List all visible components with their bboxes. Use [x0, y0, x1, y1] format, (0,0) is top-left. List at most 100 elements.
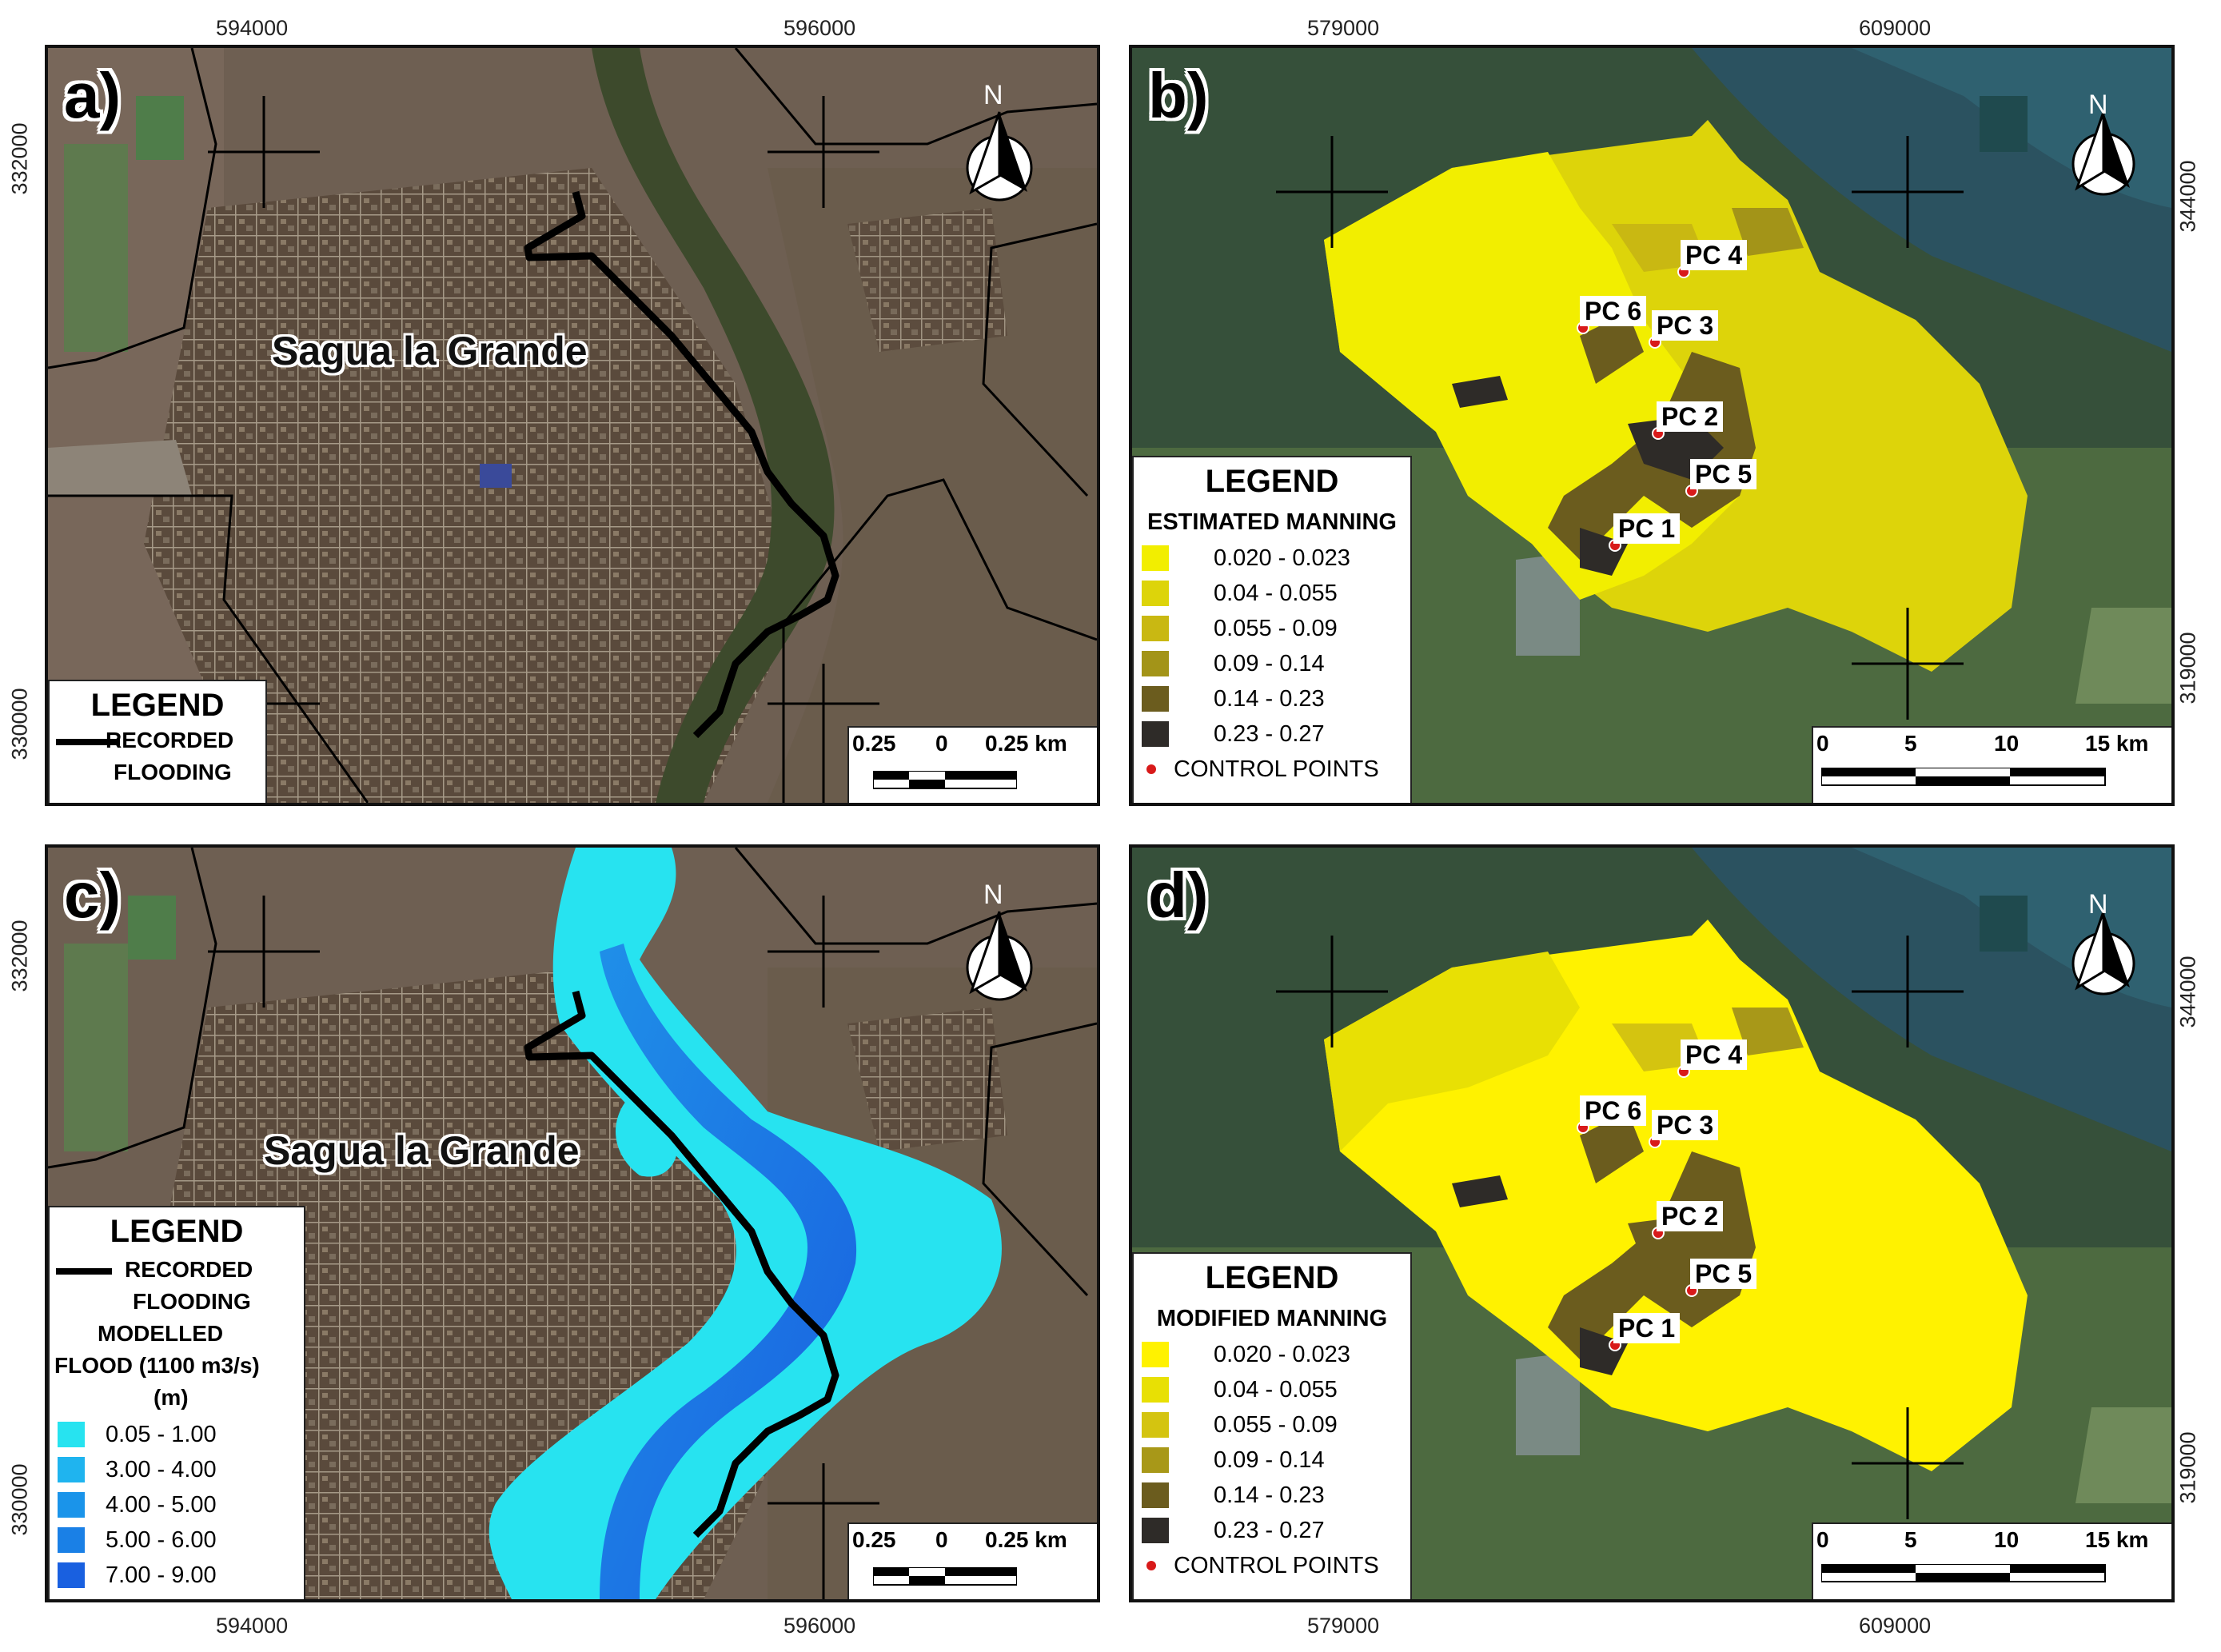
- scale-a-mid: 0: [935, 731, 948, 756]
- tick-top-579000: 579000: [1307, 16, 1380, 40]
- legend-class-label: 0.055 - 0.09: [1214, 1412, 1338, 1438]
- legend-swatch: [1142, 1447, 1169, 1473]
- legend-class-row: 0.14 - 0.23: [1134, 681, 1410, 716]
- legend-class-label: 0.04 - 0.055: [1214, 581, 1338, 606]
- legend-swatch: [58, 1457, 85, 1482]
- legend-class-row: 0.055 - 0.09: [1134, 1407, 1410, 1443]
- panel-c-map: c) Sagua la Grande N LEGEND RECORDED FLO…: [45, 844, 1100, 1602]
- legend-swatch: [1142, 721, 1169, 747]
- legend-recorded-a: RECORDED: [106, 728, 234, 752]
- town-label-a: Sagua la Grande: [272, 329, 588, 373]
- legend-modelled-c: MODELLED: [98, 1321, 224, 1346]
- legend-flood-discharge-c: FLOOD (1100 m3/s): [54, 1353, 260, 1378]
- legend-swatch: [1142, 1412, 1169, 1438]
- legend-subtitle-d: MODIFIED MANNING: [1156, 1306, 1388, 1331]
- legend-class-label: 4.00 - 5.00: [106, 1492, 217, 1518]
- scale-b-5: 5: [1904, 731, 1917, 756]
- legend-title-d: LEGEND: [1205, 1260, 1339, 1295]
- legend-class-label: 7.00 - 9.00: [106, 1562, 217, 1588]
- legend-class-label: 0.23 - 0.27: [1214, 1518, 1325, 1543]
- scale-a-right: 0.25 km: [985, 731, 1067, 756]
- scale-bar-c: 0.25 0 0.25 km: [847, 1522, 1097, 1599]
- legend-flooding-a: FLOODING: [114, 760, 232, 784]
- pc2-label-d: PC 2: [1657, 1201, 1724, 1231]
- legend-title-c: LEGEND: [110, 1214, 244, 1249]
- legend-swatch: [1142, 651, 1169, 676]
- tick-right-344000-b: 344000: [2175, 160, 2200, 233]
- legend-swatch: [1142, 1518, 1169, 1543]
- legend-class-row: 7.00 - 9.00: [50, 1558, 304, 1593]
- tick-right-344000-d: 344000: [2175, 956, 2200, 1028]
- legend-swatch: [1142, 545, 1169, 571]
- pc3-label-b: PC 3: [1652, 310, 1719, 341]
- tick-left-330000-c: 330000: [7, 1463, 32, 1536]
- tick-bottom-609000: 609000: [1859, 1614, 1932, 1638]
- north-arrow-icon: [966, 111, 1033, 202]
- legend-class-label: 0.14 - 0.23: [1214, 686, 1325, 712]
- scale-d-5: 5: [1904, 1527, 1917, 1552]
- legend-class-row: 4.00 - 5.00: [50, 1487, 304, 1522]
- recorded-line-swatch-c: [56, 1268, 112, 1275]
- legend-class-label: 5.00 - 6.00: [106, 1527, 217, 1553]
- legend-d: LEGEND MODIFIED MANNING 0.020 - 0.023 0.0…: [1132, 1252, 1412, 1599]
- scale-c-mid: 0: [935, 1527, 948, 1552]
- legend-unit-c: (m): [154, 1385, 189, 1410]
- scale-d-15: 15 km: [2085, 1527, 2149, 1552]
- pc3-label-d: PC 3: [1652, 1110, 1719, 1140]
- legend-class-row: 0.14 - 0.23: [1134, 1478, 1410, 1513]
- scale-b-0: 0: [1816, 731, 1829, 756]
- pc6-label-b: PC 6: [1580, 296, 1647, 326]
- panel-d-map: d) PC 4 PC 6 PC 3 PC 2 PC 5 PC 1 N LEGEN…: [1129, 844, 2175, 1602]
- scale-bar-b: 0 5 10 15 km: [1812, 726, 2171, 803]
- legend-class-row: 0.09 - 0.14: [1134, 646, 1410, 681]
- scale-bar-d: 0 5 10 15 km: [1812, 1522, 2171, 1599]
- town-label-c: Sagua la Grande: [264, 1128, 580, 1173]
- scale-d-10: 10: [1994, 1527, 2020, 1552]
- legend-swatch: [1142, 1482, 1169, 1508]
- legend-class-row: 3.00 - 4.00: [50, 1452, 304, 1487]
- tick-left-332000-a: 332000: [7, 122, 32, 195]
- pc6-label-d: PC 6: [1580, 1095, 1647, 1126]
- legend-title-b: LEGEND: [1205, 464, 1339, 499]
- legend-swatch: [58, 1527, 85, 1553]
- legend-title-a: LEGEND: [90, 688, 225, 723]
- legend-class-row: 5.00 - 6.00: [50, 1522, 304, 1558]
- legend-class-row: 0.020 - 0.023: [1134, 1337, 1410, 1372]
- tick-left-330000-a: 330000: [7, 688, 32, 760]
- tick-left-332000-c: 332000: [7, 920, 32, 992]
- legend-class-row: 0.020 - 0.023: [1134, 541, 1410, 576]
- legend-class-label: 0.055 - 0.09: [1214, 616, 1338, 641]
- tick-top-594000: 594000: [216, 16, 289, 40]
- legend-c: LEGEND RECORDED FLOODING MODELLED FLOOD …: [48, 1206, 305, 1599]
- tick-right-319000-b: 319000: [2175, 632, 2200, 704]
- tick-bottom-596000: 596000: [784, 1614, 856, 1638]
- pc5-label-b: PC 5: [1690, 459, 1757, 489]
- legend-flooding-c: FLOODING: [133, 1289, 251, 1314]
- legend-control-row-d: CONTROL POINTS: [1134, 1548, 1410, 1583]
- scale-c-right: 0.25 km: [985, 1527, 1067, 1552]
- scale-a-left: 0.25: [852, 731, 896, 756]
- legend-swatch: [1142, 686, 1169, 712]
- pc5-label-d: PC 5: [1690, 1259, 1757, 1289]
- satellite-background: [48, 48, 1097, 803]
- recorded-line-swatch-a: [56, 739, 120, 745]
- tick-top-609000: 609000: [1859, 16, 1932, 40]
- legend-class-label: 0.05 - 1.00: [106, 1422, 217, 1447]
- legend-class-label: 0.23 - 0.27: [1214, 721, 1325, 747]
- legend-class-row: 0.05 - 1.00: [50, 1417, 304, 1452]
- pc1-label-d: PC 1: [1613, 1313, 1681, 1343]
- pc4-label-b: PC 4: [1681, 240, 1748, 270]
- pc1-label-b: PC 1: [1613, 513, 1681, 544]
- legend-class-label: 0.020 - 0.023: [1214, 545, 1350, 571]
- panel-d-label: d): [1148, 860, 1209, 931]
- legend-control-label-b: CONTROL POINTS: [1174, 756, 1379, 782]
- legend-classes-b: 0.020 - 0.023 0.04 - 0.055 0.055 - 0.09 0.0…: [1134, 541, 1410, 752]
- scale-b-10: 10: [1994, 731, 2020, 756]
- legend-class-row: 0.055 - 0.09: [1134, 611, 1410, 646]
- panel-a-map: a) Sagua la Grande N LEGEND RECORDED FLO…: [45, 45, 1100, 806]
- legend-subtitle-b: ESTIMATED MANNING: [1146, 509, 1397, 535]
- legend-swatch: [58, 1422, 85, 1447]
- panel-b-map: b) PC 4 PC 6 PC 3 PC 2 PC 5 PC 1 N LEGEN…: [1129, 45, 2175, 806]
- legend-swatch: [1142, 616, 1169, 641]
- legend-classes-c: 0.05 - 1.00 3.00 - 4.00 4.00 - 5.00 5.00 - …: [50, 1417, 304, 1593]
